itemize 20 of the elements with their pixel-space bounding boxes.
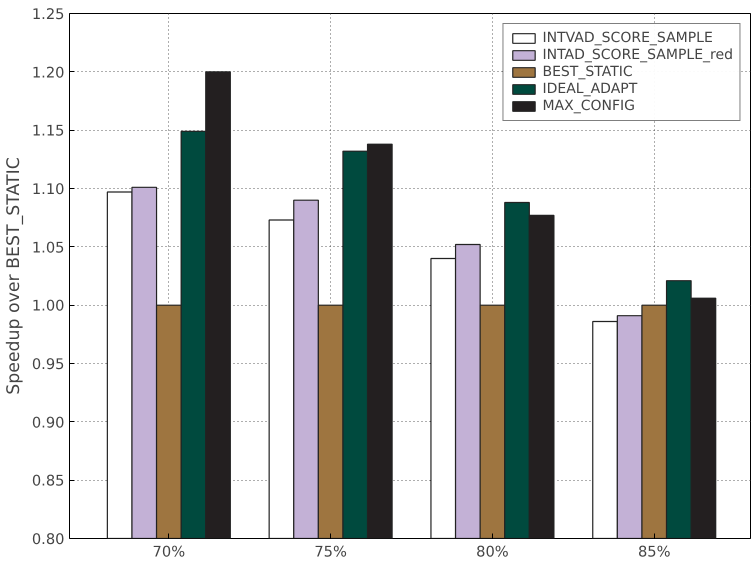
legend-label: INTAD_SCORE_SAMPLE_red xyxy=(542,47,733,63)
x-tick-label: 80% xyxy=(476,544,509,560)
y-axis-title: Speedup over BEST_STATIC xyxy=(4,157,24,395)
x-tick-label: 75% xyxy=(314,544,347,560)
y-tick-label: 0.90 xyxy=(32,414,65,432)
y-tick-label: 1.05 xyxy=(32,239,65,256)
y-tick-label: 1.15 xyxy=(32,122,65,140)
legend-label: BEST_STATIC xyxy=(542,64,633,80)
y-tick-label: 1.00 xyxy=(32,298,65,315)
legend-label: INTVAD_SCORE_SAMPLE xyxy=(542,30,713,46)
y-tick-label: 1.25 xyxy=(32,6,65,23)
y-tick-label: 1.10 xyxy=(32,181,65,198)
x-tick-label: 70% xyxy=(152,544,186,560)
y-tick-label: 0.80 xyxy=(32,531,65,548)
legend-label: IDEAL_ADAPT xyxy=(542,81,638,97)
y-tick-label: 0.95 xyxy=(32,356,65,373)
y-tick-label: 1.20 xyxy=(32,64,65,82)
y-tick-label: 0.85 xyxy=(32,472,65,490)
legend-label: MAX_CONFIG xyxy=(542,98,636,114)
x-tick-label: 85% xyxy=(638,544,671,560)
